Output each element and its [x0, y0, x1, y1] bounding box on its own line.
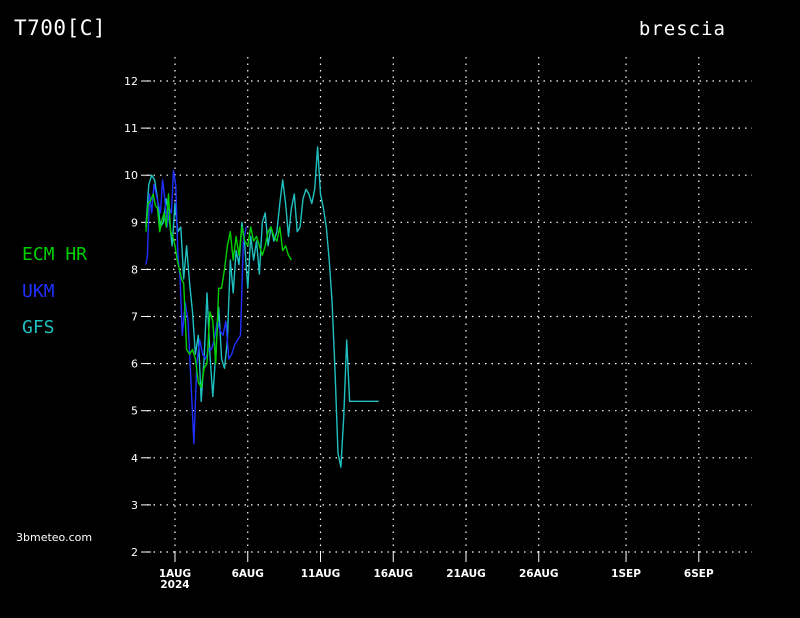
- x-tick-sublabel-1AUG: 2024: [160, 579, 189, 591]
- grid-lines: [147, 57, 752, 556]
- x-tick-label-1SEP: 1SEP: [611, 568, 641, 580]
- y-tick-label-6: 6: [131, 358, 138, 371]
- x-tick-label-11AUG: 11AUG: [301, 568, 341, 580]
- x-tick-label-16AUG: 16AUG: [373, 568, 413, 580]
- x-tick-label-21AUG: 21AUG: [446, 568, 486, 580]
- y-tick-label-9: 9: [131, 216, 138, 229]
- legend-entry-ecm-hr: ECM HR: [22, 244, 88, 265]
- y-tick-label-10: 10: [124, 169, 138, 182]
- y-tick-label-4: 4: [131, 452, 138, 465]
- y-tick-label-11: 11: [124, 122, 138, 135]
- location-label: brescia: [638, 18, 726, 40]
- y-tick-label-3: 3: [131, 499, 138, 512]
- site-credit: 3bmeteo.com: [16, 531, 93, 544]
- legend-entry-ukm: UKM: [22, 281, 55, 302]
- axes: [141, 80, 700, 562]
- x-tick-label-1AUG: 1AUG: [159, 568, 191, 580]
- x-tick-label-26AUG: 26AUG: [519, 568, 559, 580]
- series-line-gfs: [145, 146, 379, 468]
- series-line-ecm-hr: [145, 193, 292, 388]
- y-tick-label-12: 12: [124, 75, 138, 88]
- y-tick-label-8: 8: [131, 263, 138, 276]
- y-tick-label-5: 5: [131, 405, 138, 418]
- y-tick-label-2: 2: [131, 546, 138, 559]
- series-lines: [145, 146, 379, 468]
- y-tick-label-7: 7: [131, 311, 138, 324]
- x-tick-label-6AUG: 6AUG: [232, 568, 264, 580]
- series-line-ukm: [145, 169, 247, 445]
- chart-title: T700[C]: [14, 16, 107, 40]
- legend-entry-gfs: GFS: [22, 317, 55, 338]
- x-tick-label-6SEP: 6SEP: [684, 568, 714, 580]
